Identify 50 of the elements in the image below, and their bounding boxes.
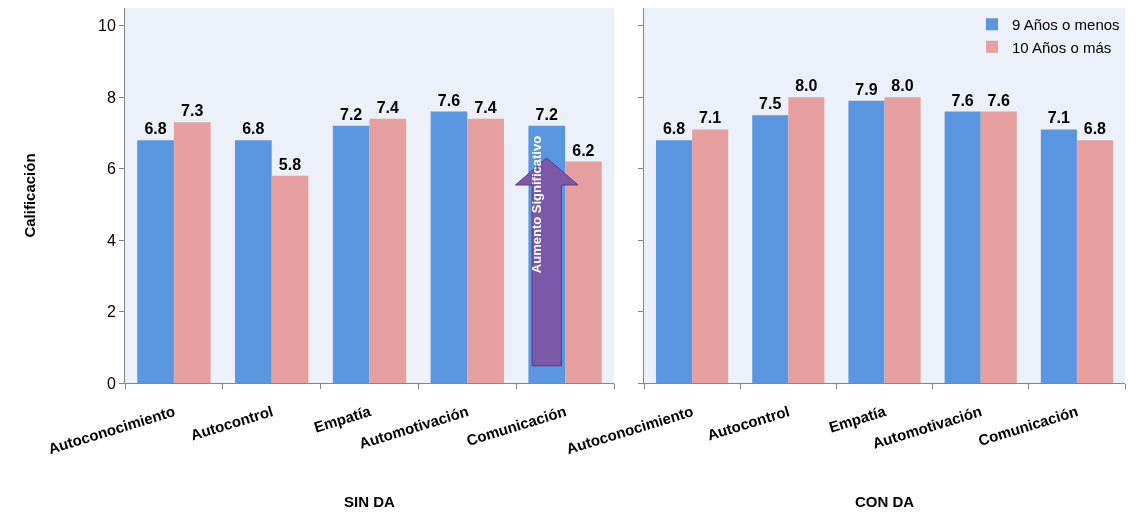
bar — [692, 129, 729, 383]
data-label: 6.8 — [242, 120, 265, 138]
bar — [884, 97, 921, 383]
data-label: 7.1 — [1047, 109, 1071, 127]
data-label: 8.0 — [891, 77, 914, 95]
bar — [235, 140, 272, 383]
x-axis-title: SIN DA — [344, 493, 396, 511]
data-label: 7.3 — [181, 102, 204, 120]
bar — [788, 97, 825, 383]
data-label: 7.6 — [951, 91, 974, 109]
data-label: 7.1 — [698, 109, 722, 127]
data-label: 7.6 — [987, 91, 1010, 109]
bar — [271, 175, 309, 383]
data-label: 6.8 — [662, 120, 686, 138]
data-label: 6.2 — [572, 141, 595, 159]
data-label: 6.8 — [1083, 120, 1107, 138]
bar — [980, 111, 1017, 383]
bar — [332, 125, 370, 383]
data-label: 7.4 — [376, 98, 400, 116]
data-label: 6.8 — [144, 120, 167, 138]
bar — [430, 111, 468, 383]
data-label: 7.6 — [437, 91, 461, 109]
x-axis-title: CON DA — [854, 493, 915, 511]
bar — [752, 115, 789, 383]
bar — [467, 118, 504, 383]
data-label: 7.9 — [855, 80, 878, 98]
data-label: 7.5 — [759, 95, 782, 113]
bar — [1076, 140, 1113, 383]
bar — [944, 111, 981, 383]
data-label: 7.4 — [474, 98, 497, 116]
bar — [137, 140, 174, 383]
y-tick-label: 4 — [106, 231, 116, 249]
annotation: Aumento Significativo — [529, 135, 545, 274]
bar — [1040, 129, 1077, 383]
y-tick-label: 10 — [98, 17, 116, 35]
bar — [848, 100, 885, 383]
legend-label: 9 Años o menos — [1012, 16, 1120, 34]
data-label: 7.2 — [339, 105, 363, 123]
y-axis-title: Calificación — [21, 153, 39, 238]
y-tick-label: 2 — [106, 303, 116, 321]
y-tick-label: 8 — [106, 88, 116, 106]
y-tick-label: 0 — [106, 374, 116, 392]
legend-label: 10 Años o más — [1012, 38, 1112, 56]
y-tick-label: 6 — [106, 160, 116, 178]
data-label: 7.2 — [535, 105, 558, 123]
data-label: 8.0 — [795, 77, 818, 95]
bar — [656, 140, 693, 383]
bar — [369, 118, 407, 383]
data-label: 5.8 — [278, 155, 302, 173]
bar — [173, 122, 211, 383]
